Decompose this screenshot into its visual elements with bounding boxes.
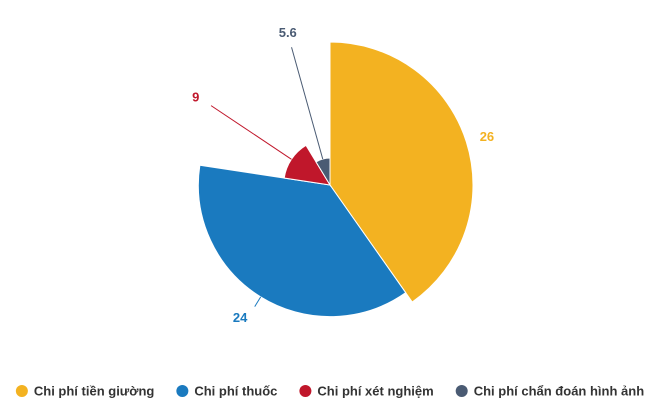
legend-label: Chi phí tiền giường <box>34 383 155 398</box>
value-label: 26 <box>480 129 494 144</box>
label-connector <box>291 47 324 160</box>
pie-slice <box>197 164 407 318</box>
value-label: 5.6 <box>279 25 297 40</box>
legend-label: Chi phí xét nghiệm <box>317 383 433 398</box>
value-label: 24 <box>233 310 248 325</box>
legend-label: Chi phí chẩn đoán hình ảnh <box>474 383 644 398</box>
pie-slice <box>329 41 474 303</box>
legend-label: Chi phí thuốc <box>194 383 277 398</box>
legend-marker <box>15 385 28 397</box>
legend-marker <box>455 385 468 397</box>
legend: Chi phí tiền giường Chi phí thuốc Chi phí … <box>15 383 644 398</box>
legend-marker <box>176 385 189 397</box>
value-label: 9 <box>192 89 199 104</box>
label-connector <box>254 296 262 307</box>
legend-marker <box>299 385 312 397</box>
label-connector <box>210 105 292 160</box>
